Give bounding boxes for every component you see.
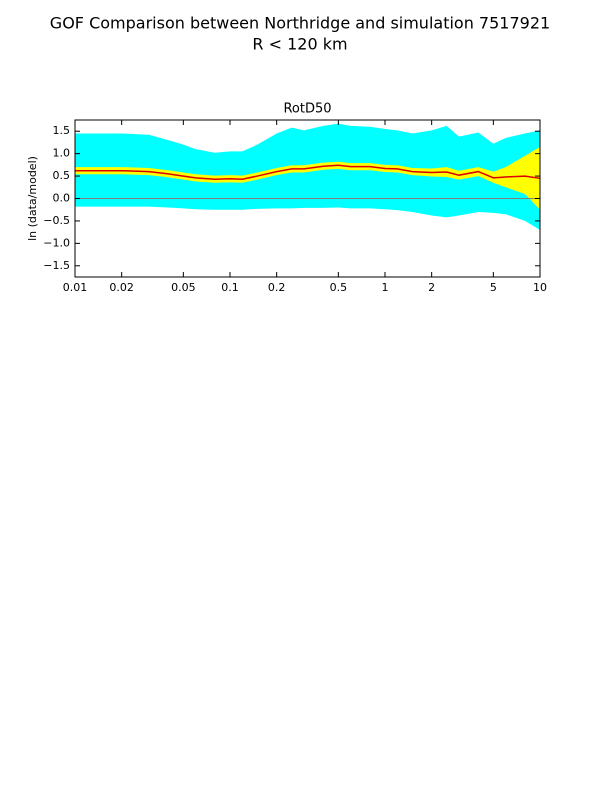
x-tick-label: 2 [428,281,435,294]
y-axis-label: ln (data/model) [26,156,39,241]
y-tick-label: 0.0 [53,192,71,205]
y-tick-label: 1.0 [53,147,71,160]
x-tick-label: 10 [533,281,547,294]
y-tick-label: 0.5 [53,169,71,182]
x-tick-label: 0.05 [171,281,196,294]
x-tick-label: 0.5 [330,281,348,294]
x-tick-label: 0.2 [268,281,286,294]
axes-title: RotD50 [283,102,331,117]
y-tick-label: −1.5 [43,259,70,272]
band [75,123,540,230]
y-tick-label: 1.5 [53,124,71,137]
x-tick-label: 5 [490,281,497,294]
y-tick-label: −1.0 [43,236,70,249]
x-tick-label: 1 [382,281,389,294]
x-tick-label: 0.01 [63,281,88,294]
x-tick-label: 0.02 [109,281,134,294]
mean-line [75,164,541,180]
chart-title: GOF Comparison between Northridge and si… [50,14,550,33]
x-tick-label: 0.1 [221,281,239,294]
chart-subtitle: R < 120 km [252,35,347,54]
y-tick-label: −0.5 [43,214,70,227]
